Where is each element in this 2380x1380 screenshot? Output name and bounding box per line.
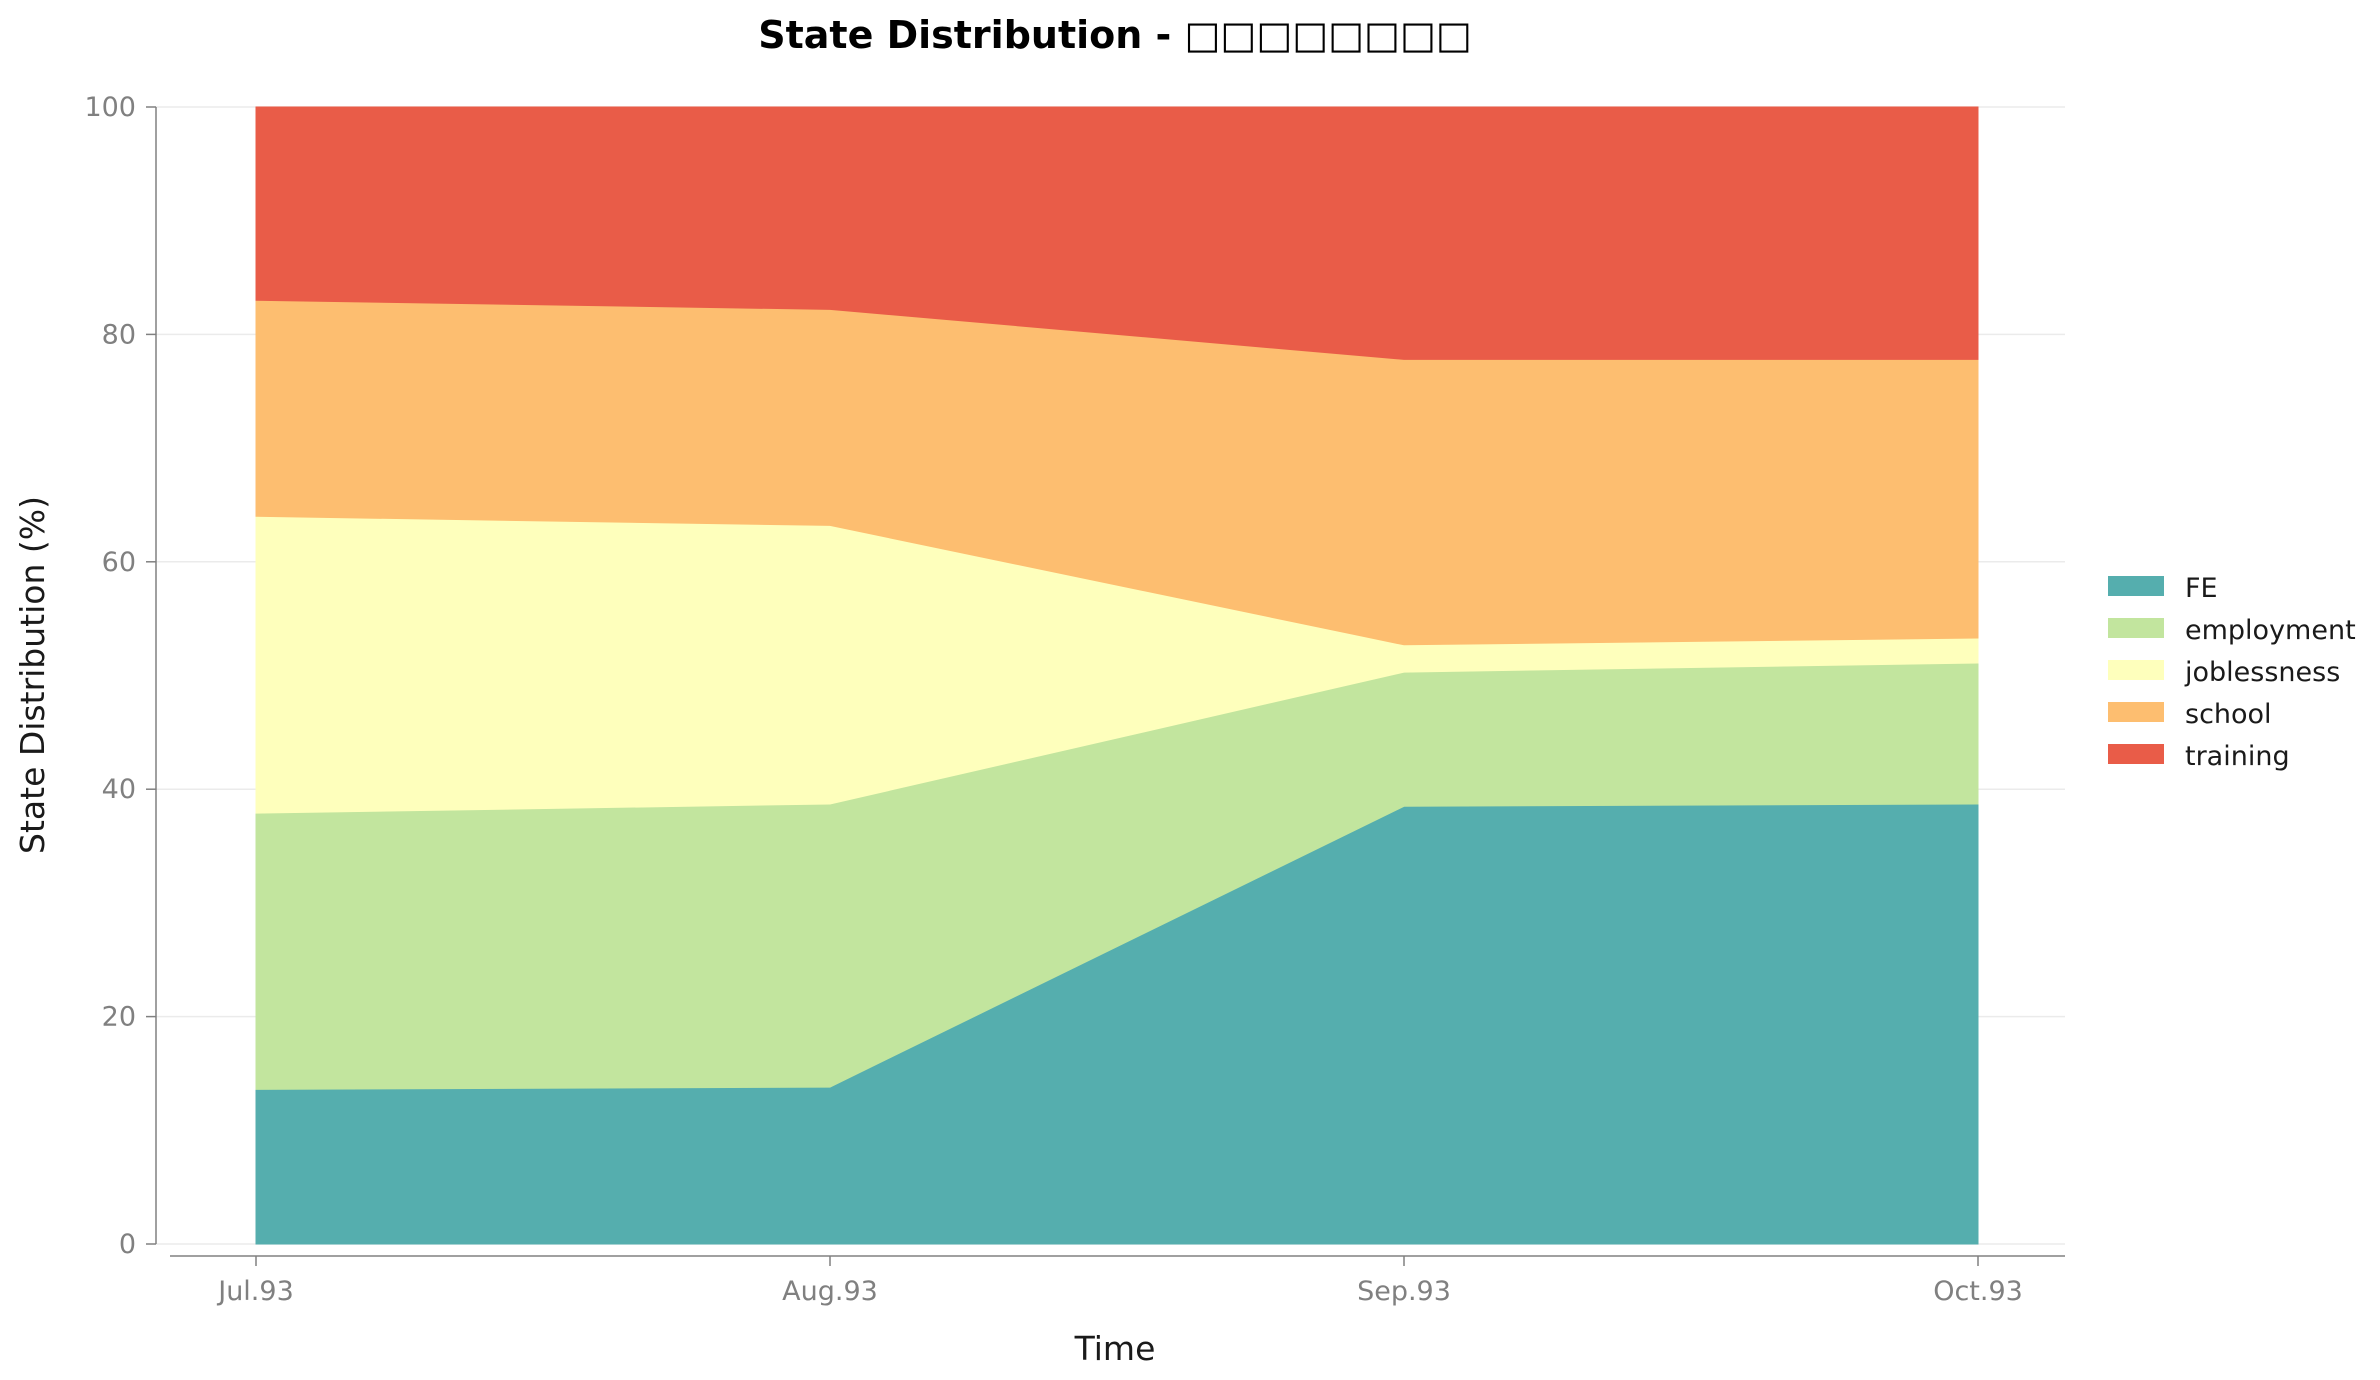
x-axis-label: Time: [1074, 1329, 1156, 1368]
y-tick-label: 100: [84, 92, 136, 123]
area-series: [255, 106, 1979, 1245]
x-tick-label: Jul.93: [216, 1276, 294, 1307]
legend-label-employment: employment: [2185, 615, 2356, 646]
legend-label-training: training: [2185, 741, 2290, 772]
legend-label-fe: FE: [2185, 573, 2218, 604]
y-axis-label: State Distribution (%): [13, 496, 52, 854]
legend-label-school: school: [2185, 699, 2272, 730]
chart-title: State Distribution - □□□□□□□□: [758, 13, 1472, 57]
area-training: [255, 106, 1979, 360]
x-ticks: Jul.93 Aug.93 Sep.93 Oct.93: [216, 1256, 2023, 1307]
y-tick-label: 0: [119, 1229, 136, 1260]
y-ticks: 0 20 40 60 80 100: [84, 92, 156, 1260]
y-tick-label: 20: [102, 1002, 136, 1033]
legend-swatch-training: [2108, 744, 2164, 764]
y-tick-label: 40: [102, 774, 136, 805]
legend: FE employment joblessness school training: [2108, 573, 2356, 772]
legend-label-joblessness: joblessness: [2184, 657, 2340, 688]
legend-swatch-fe: [2108, 576, 2164, 596]
legend-swatch-school: [2108, 702, 2164, 722]
x-tick-label: Sep.93: [1357, 1276, 1451, 1307]
x-tick-label: Oct.93: [1933, 1276, 2023, 1307]
axes: [155, 107, 2065, 1257]
y-tick-label: 60: [102, 547, 136, 578]
legend-swatch-employment: [2108, 618, 2164, 638]
legend-swatch-joblessness: [2108, 660, 2164, 680]
x-tick-label: Aug.93: [782, 1276, 878, 1307]
y-tick-label: 80: [102, 319, 136, 350]
